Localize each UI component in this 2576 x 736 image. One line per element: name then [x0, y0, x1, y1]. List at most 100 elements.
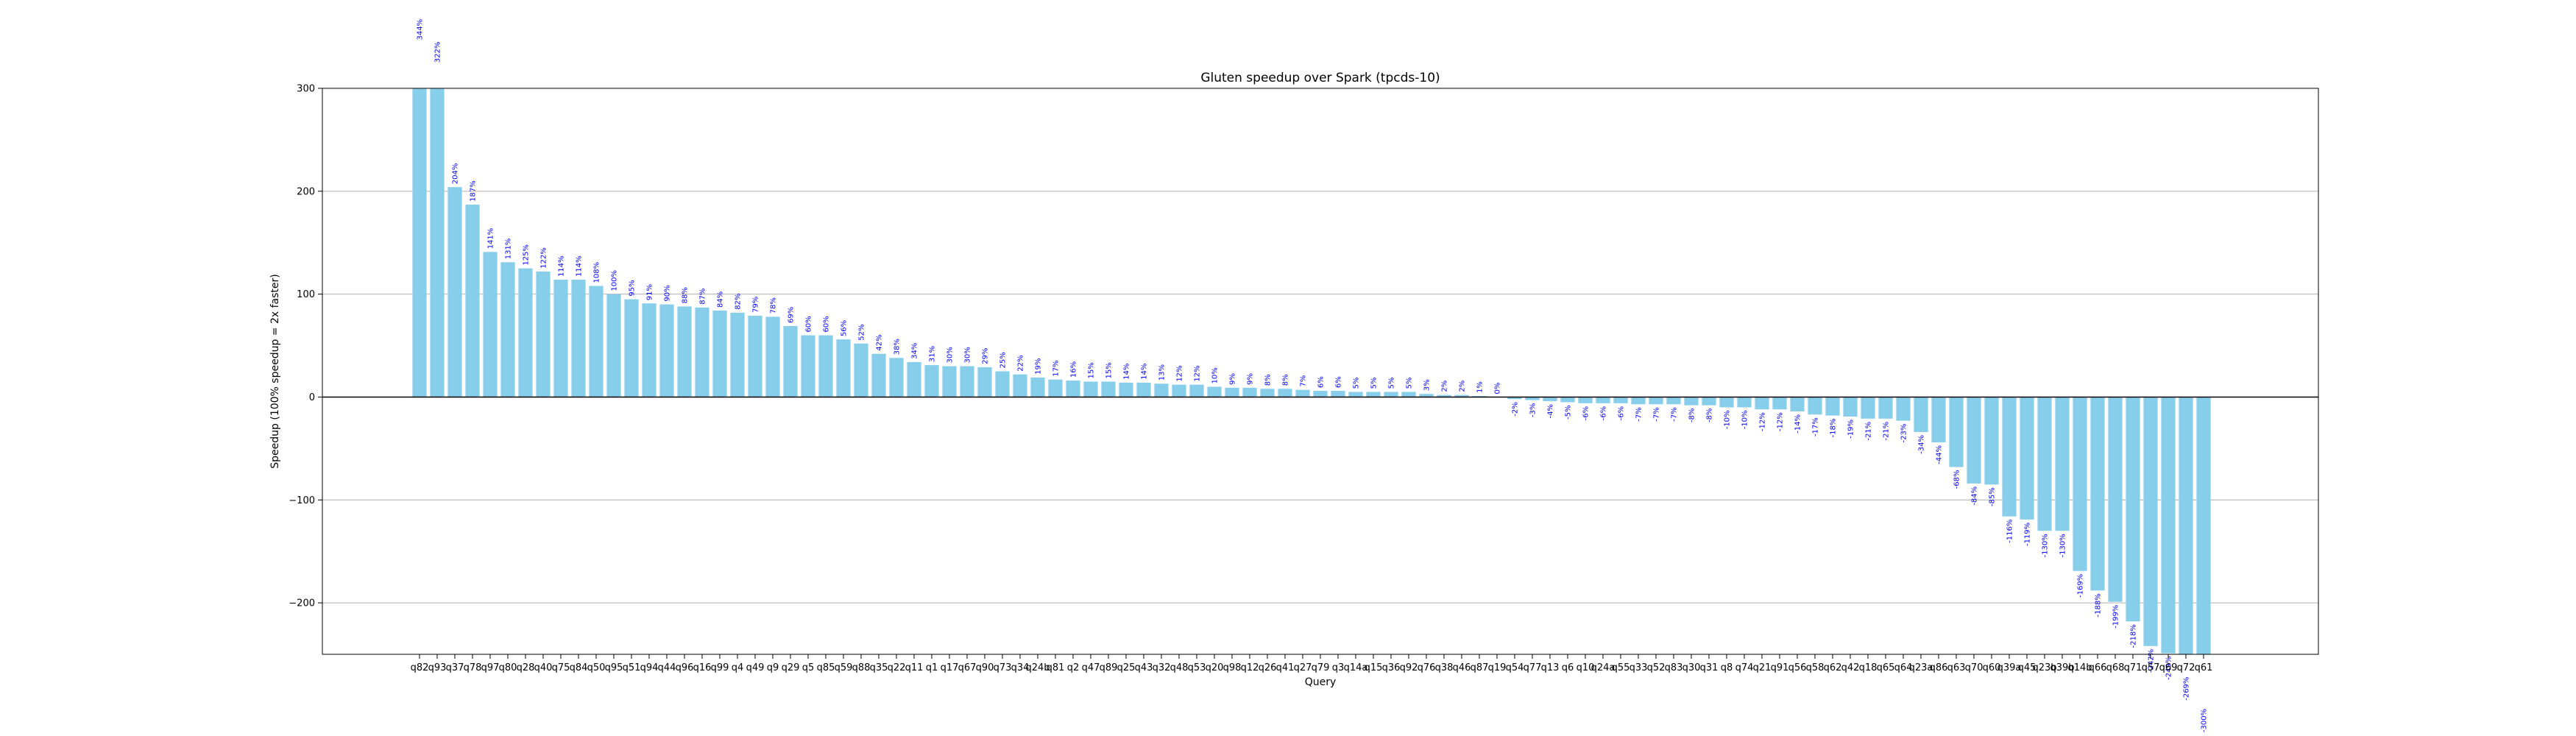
bar-label: -242% [2148, 649, 2156, 673]
bar [1260, 389, 1275, 397]
bar [1578, 397, 1593, 403]
x-tick-label: q29 [782, 662, 800, 673]
bar-label: 0% [1494, 383, 1502, 394]
x-tick-label: q3 [1332, 662, 1345, 673]
bar [1702, 397, 1716, 406]
bar-label: 79% [752, 297, 760, 313]
bar-label: 56% [841, 320, 849, 336]
x-tick-label: q98 [1223, 662, 1242, 673]
bar [712, 311, 727, 397]
x-tick-label: q17 [941, 662, 959, 673]
bar-label: 9% [1229, 373, 1237, 385]
x-tick-label: q49 [746, 662, 765, 673]
bar-label: -7% [1653, 407, 1661, 421]
bar [889, 358, 904, 397]
y-tick-label: 300 [297, 84, 315, 95]
bar [818, 335, 833, 397]
x-tick-label: q87 [1471, 662, 1489, 673]
x-tick-label: q32 [1153, 662, 1171, 673]
bar [1384, 392, 1398, 397]
x-tick-label: q11 [905, 662, 924, 673]
x-tick-label: q47 [1082, 662, 1100, 673]
bar [1896, 397, 1911, 421]
x-tick-label: q95 [605, 662, 623, 673]
bar-label: -6% [1582, 406, 1590, 420]
bar [1437, 394, 1451, 397]
bar-label: 14% [1141, 364, 1149, 380]
bar [483, 252, 498, 397]
bar-label: 69% [788, 307, 796, 323]
bar [695, 307, 710, 397]
bar-label: 5% [1353, 378, 1361, 389]
bar-label: 84% [717, 291, 725, 308]
bar-label: 322% [434, 42, 442, 63]
bar [659, 304, 674, 397]
x-tick-label: q82 [411, 662, 429, 673]
bar [412, 88, 427, 397]
bar [942, 366, 957, 397]
x-tick-label: q79 [1312, 662, 1330, 673]
x-tick-label: q5 [802, 662, 815, 673]
bar [1649, 397, 1663, 405]
bar [1560, 397, 1575, 403]
bar [1295, 389, 1310, 397]
x-tick-label: q31 [1700, 662, 1719, 673]
bar [854, 343, 868, 397]
bar [1507, 397, 1522, 400]
bar [2090, 397, 2105, 591]
bar [606, 294, 621, 397]
bar-label: 87% [699, 289, 707, 305]
x-tick-label: q59 [835, 662, 853, 673]
x-tick-label: q52 [1647, 662, 1666, 673]
x-tick-label: q44 [658, 662, 676, 673]
x-tick-label: q69 [2159, 662, 2178, 673]
x-tick-label: q99 [711, 662, 729, 673]
x-tick-label: q92 [1400, 662, 1418, 673]
bar-label: -8% [1688, 408, 1696, 422]
bar [977, 367, 992, 397]
bar-label: -23% [1900, 424, 1908, 443]
y-axis-title: Speedup (100% speedup = 2x faster) [269, 274, 281, 468]
bar [2196, 397, 2211, 654]
bar-label: -84% [1971, 486, 1979, 506]
x-tick-label: q81 [1047, 662, 1065, 673]
x-tick-label: q35 [870, 662, 888, 673]
bar-label: 5% [1406, 378, 1414, 389]
x-tick-label: q78 [464, 662, 482, 673]
x-tick-label: q14b [2067, 662, 2092, 673]
bar-label: 187% [470, 180, 478, 202]
x-tick-label: q39a [1998, 662, 2022, 673]
bar-label: -119% [2024, 523, 2032, 546]
x-tick-label: q41 [1276, 662, 1295, 673]
bar-label: 78% [770, 297, 778, 314]
bar-label: 10% [1211, 367, 1220, 383]
bar-label: 6% [1335, 376, 1343, 388]
bar-label: 30% [964, 347, 972, 363]
bar-label: 114% [558, 255, 566, 277]
bar-label: 17% [1052, 360, 1061, 376]
bar-label: 12% [1194, 365, 1202, 381]
x-tick-label: q56 [1788, 662, 1807, 673]
x-tick-label: q46 [1453, 662, 1471, 673]
bar [783, 325, 798, 397]
bar [500, 262, 515, 397]
bar [1013, 374, 1027, 397]
bar-label: -130% [2042, 534, 2050, 557]
bar-label: -68% [1953, 470, 1961, 489]
bar-label: -5% [1565, 405, 1573, 419]
x-tick-label: q62 [1824, 662, 1842, 673]
bar-label: 344% [417, 19, 425, 40]
bar [1083, 381, 1098, 397]
x-tick-label: q40 [534, 662, 553, 673]
x-tick-label: q2 [1067, 662, 1080, 673]
bar [1189, 384, 1204, 397]
x-tick-label: q1 [926, 662, 938, 673]
bar-label: 88% [682, 287, 690, 303]
x-tick-label: q24b [1025, 662, 1050, 673]
bar [1101, 381, 1116, 397]
bar [1172, 384, 1186, 397]
bar-label: 204% [452, 163, 460, 185]
bar-label: 31% [929, 346, 937, 362]
bar-label: -2% [1512, 402, 1520, 416]
x-tick-label: q97 [481, 662, 500, 673]
